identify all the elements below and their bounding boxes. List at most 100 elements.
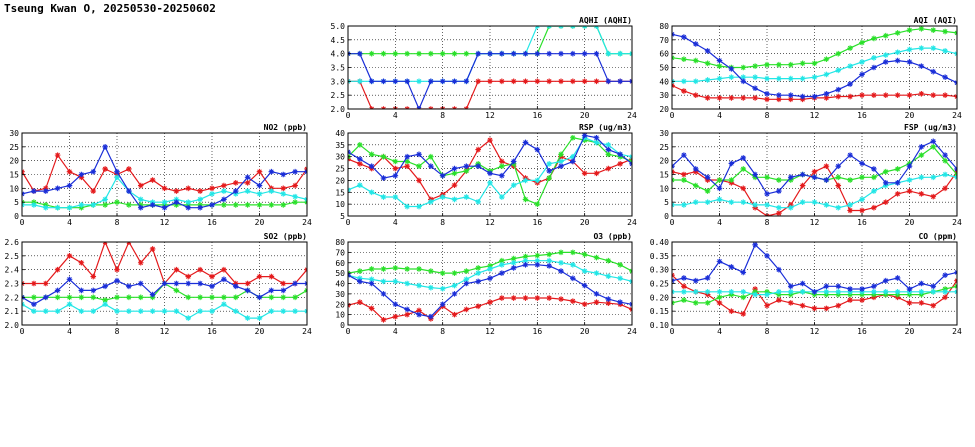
data-point	[823, 289, 830, 295]
data-point	[463, 78, 470, 85]
data-point	[811, 289, 818, 295]
data-point	[546, 295, 552, 301]
data-point	[811, 93, 818, 100]
data-point	[704, 48, 711, 54]
data-point	[764, 90, 770, 97]
data-point	[368, 151, 375, 158]
data-point	[716, 289, 723, 295]
data-point	[581, 251, 588, 258]
x-tick-label: 8	[765, 111, 770, 120]
data-point	[292, 294, 298, 301]
data-point	[292, 199, 298, 205]
data-point	[510, 182, 517, 188]
data-point	[776, 289, 782, 295]
data-point	[244, 174, 251, 181]
data-point	[475, 278, 481, 285]
data-point	[930, 302, 937, 309]
panel-rsp: 0 4 8 12 16 20 24 5 10 15 20 25 30 35 40 RSP (ug/m3)	[335, 123, 637, 227]
data-point	[570, 153, 576, 160]
y-tick-label: 70	[335, 248, 345, 257]
data-point	[90, 168, 97, 175]
data-point	[357, 156, 363, 162]
data-point	[114, 266, 120, 273]
x-tick-label: 12	[160, 327, 170, 336]
data-point	[221, 202, 227, 208]
data-point	[823, 283, 830, 290]
data-point	[280, 202, 287, 208]
data-point	[728, 74, 735, 80]
data-point	[114, 308, 120, 314]
data-point	[392, 301, 399, 308]
data-point	[149, 177, 156, 183]
data-point	[871, 35, 877, 42]
data-point	[439, 50, 446, 57]
data-point	[522, 78, 529, 85]
y-tick-label: 50	[335, 269, 345, 278]
y-tick-label: 15	[335, 188, 345, 197]
x-tick-label: 8	[115, 327, 120, 336]
data-point	[416, 266, 422, 272]
data-point	[451, 270, 458, 276]
data-point	[799, 182, 806, 189]
data-point	[740, 74, 747, 80]
data-point	[847, 297, 853, 303]
panel-title: FSP (ug/m3)	[904, 123, 957, 132]
data-point	[728, 264, 735, 270]
data-point	[704, 95, 711, 101]
data-point	[78, 202, 85, 208]
x-tick-label: 4	[393, 327, 398, 336]
data-point	[292, 280, 298, 287]
data-point	[126, 283, 132, 290]
data-point	[428, 313, 434, 320]
y-tick-label: 0	[664, 212, 669, 221]
data-point	[209, 283, 215, 290]
data-point	[823, 163, 830, 169]
data-point	[859, 297, 865, 303]
data-point	[256, 168, 263, 175]
x-tick-label: 16	[207, 218, 217, 227]
data-point	[799, 302, 806, 309]
data-point	[292, 182, 298, 189]
data-point	[392, 278, 399, 285]
data-point	[416, 282, 422, 289]
data-point	[368, 280, 375, 287]
x-tick-label: 24	[627, 327, 637, 336]
data-point	[692, 182, 699, 189]
data-point	[357, 142, 363, 148]
x-tick-label: 20	[255, 327, 265, 336]
panel-aqhi: 0 4 8 12 16 20 24 2.0 2.5 3.0 3.5 4.0 4.5 5.0 AQHI (AQ…	[331, 16, 637, 120]
data-point	[357, 50, 363, 57]
data-point	[416, 78, 422, 85]
data-point	[114, 199, 120, 205]
data-point	[776, 188, 782, 194]
data-point	[942, 48, 948, 54]
data-point	[752, 291, 758, 298]
data-point	[787, 289, 794, 295]
data-point	[906, 27, 913, 33]
data-point	[368, 305, 375, 312]
data-point	[66, 204, 73, 211]
data-point	[185, 280, 192, 287]
data-point	[811, 74, 818, 80]
data-point	[776, 177, 782, 183]
data-point	[859, 92, 865, 98]
data-point	[776, 210, 782, 216]
data-point	[930, 289, 937, 295]
data-point	[859, 174, 865, 181]
data-point	[811, 305, 818, 312]
data-point	[823, 202, 830, 208]
x-tick-label: 0	[20, 327, 25, 336]
data-point	[244, 315, 251, 321]
y-tick-label: 40	[335, 129, 345, 138]
data-point	[871, 166, 877, 172]
data-point	[357, 78, 363, 85]
data-point	[546, 263, 552, 269]
data-point	[740, 166, 747, 172]
data-point	[835, 283, 842, 290]
x-tick-label: 8	[765, 218, 770, 227]
data-point	[292, 308, 298, 314]
series-blue	[672, 138, 957, 197]
data-point	[764, 75, 770, 82]
panel-no2: 0 4 8 12 16 20 24 0 5 10 15 20 25 30 NO2 (ppb)	[9, 123, 312, 227]
data-point	[823, 56, 830, 62]
